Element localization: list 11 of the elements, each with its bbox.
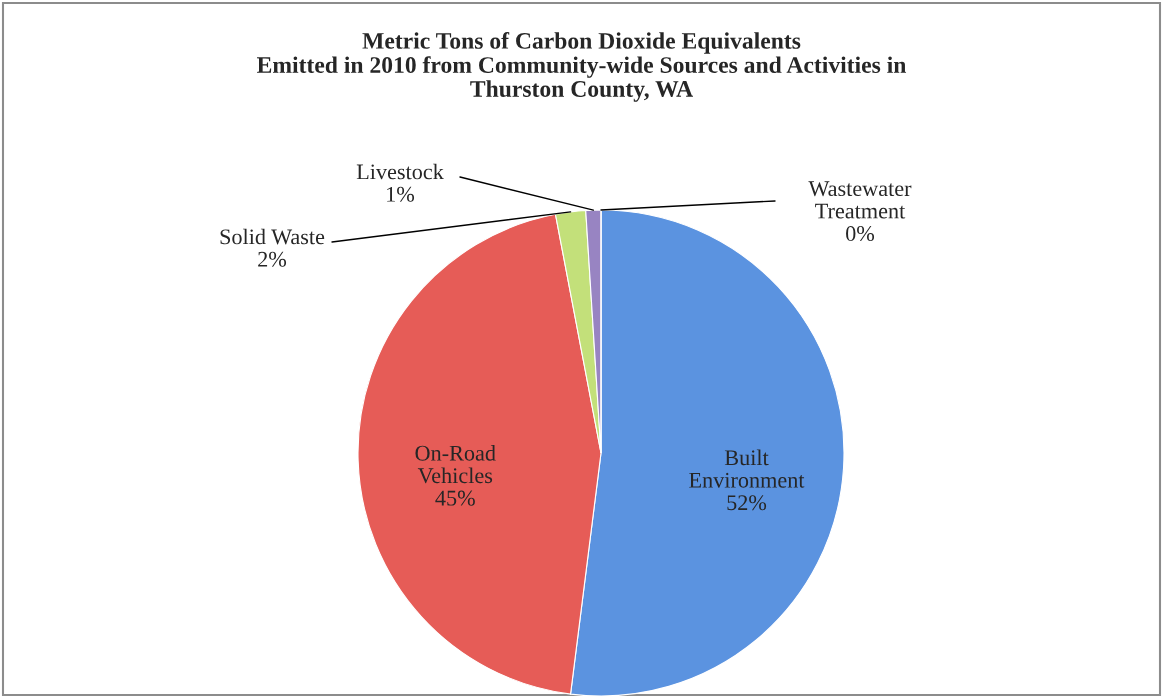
data-label: 1% xyxy=(387,186,415,202)
text: 0% xyxy=(846,226,875,242)
category-label: Wastewater Treatment xyxy=(808,181,912,219)
slice-label: Built Environment xyxy=(689,449,805,488)
chart-title: Metric Tons of Carbon Dioxide Equivalents Emitted in 2010 from Community-wide Sources and Activities in Thurston County, WA xyxy=(257,32,907,102)
data-label: 45% xyxy=(435,490,475,506)
data-label: 2% xyxy=(258,251,287,267)
slice-label: Livestock xyxy=(356,163,444,180)
data-label: 52% xyxy=(727,495,767,511)
slice-label: Solid Waste xyxy=(220,228,325,245)
slice-label: On-Road Vehicles xyxy=(415,445,496,484)
